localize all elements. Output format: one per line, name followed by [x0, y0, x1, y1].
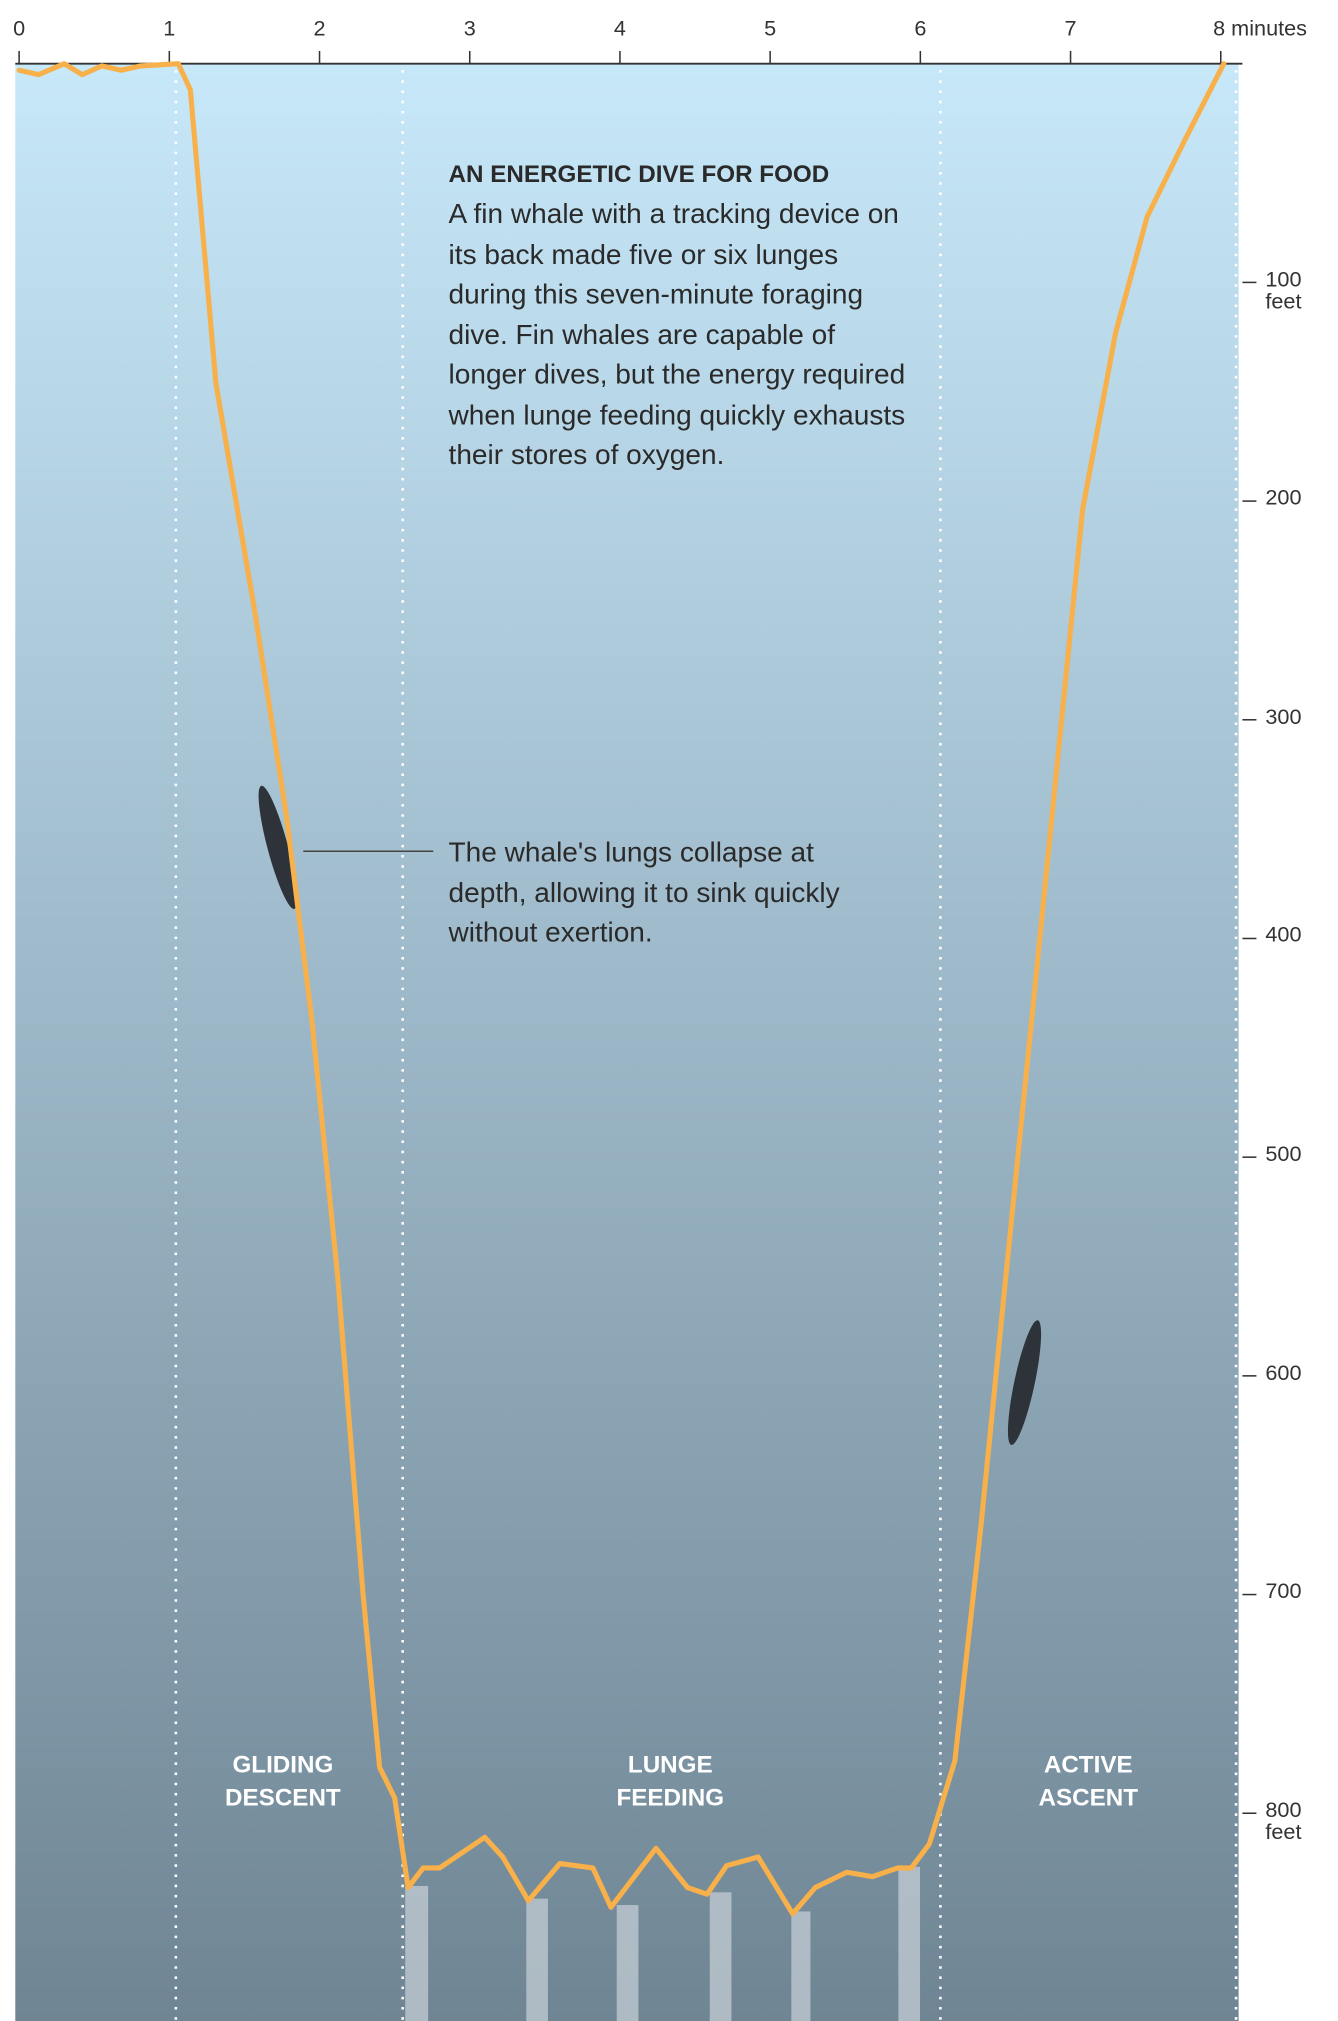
phase-label-box: ACTIVE ASCENT: [1038, 1752, 1139, 1813]
x-tick-label: 5: [764, 16, 776, 41]
y-tick-label: 500: [1265, 1143, 1302, 1167]
x-tick-label: 4: [614, 16, 626, 41]
annotation-box: The whale's lungs collapse at depth, all…: [448, 835, 840, 949]
y-tick-label-box: 700: [1265, 1580, 1302, 1604]
whale-icons: [258, 785, 1042, 1445]
phase-label: LUNGE FEEDING: [616, 1752, 725, 1813]
phase-label: GLIDING DESCENT: [225, 1752, 341, 1813]
y-tick-label: 300: [1265, 705, 1302, 729]
y-tick-label-box: 200: [1265, 487, 1302, 511]
y-tick-label: 400: [1265, 924, 1302, 948]
phase-label-box: LUNGE FEEDING: [616, 1752, 725, 1813]
y-tick-label: 200: [1265, 487, 1302, 511]
y-tick-label-box: 800 feet: [1265, 1799, 1302, 1844]
x-tick-label: 8 minutes: [1213, 16, 1307, 41]
y-tick-label-box: 400: [1265, 924, 1302, 948]
y-tick-label: 600: [1265, 1361, 1302, 1385]
x-tick-label: 3: [464, 16, 476, 41]
phase-label-box: GLIDING DESCENT: [225, 1752, 341, 1813]
depth-line: [16, 61, 1227, 1917]
description-box: AN ENERGETIC DIVE FOR FOOD A fin whale w…: [448, 161, 906, 471]
y-tick-label-box: 100 feet: [1265, 268, 1302, 313]
phase-label: ACTIVE ASCENT: [1038, 1752, 1139, 1813]
description: A fin whale with a tracking device on it…: [448, 197, 906, 471]
title: AN ENERGETIC DIVE FOR FOOD: [448, 161, 830, 189]
y-tick-label-box: 600: [1265, 1361, 1302, 1385]
x-tick-label: 6: [914, 16, 926, 41]
x-tick-label: 7: [1065, 16, 1077, 41]
y-tick-label-box: 500: [1265, 1143, 1302, 1167]
y-tick-label: 800 feet: [1265, 1799, 1302, 1844]
annotation: The whale's lungs collapse at depth, all…: [448, 835, 840, 949]
y-tick-label-box: 300: [1265, 705, 1302, 729]
y-tick-label: 700: [1265, 1580, 1302, 1604]
y-tick-label: 100 feet: [1265, 268, 1302, 313]
x-tick-label: 0: [13, 16, 25, 41]
x-tick-label: 2: [314, 16, 326, 41]
x-tick-label: 1: [163, 16, 175, 41]
lunge-bars: [405, 1866, 921, 2021]
